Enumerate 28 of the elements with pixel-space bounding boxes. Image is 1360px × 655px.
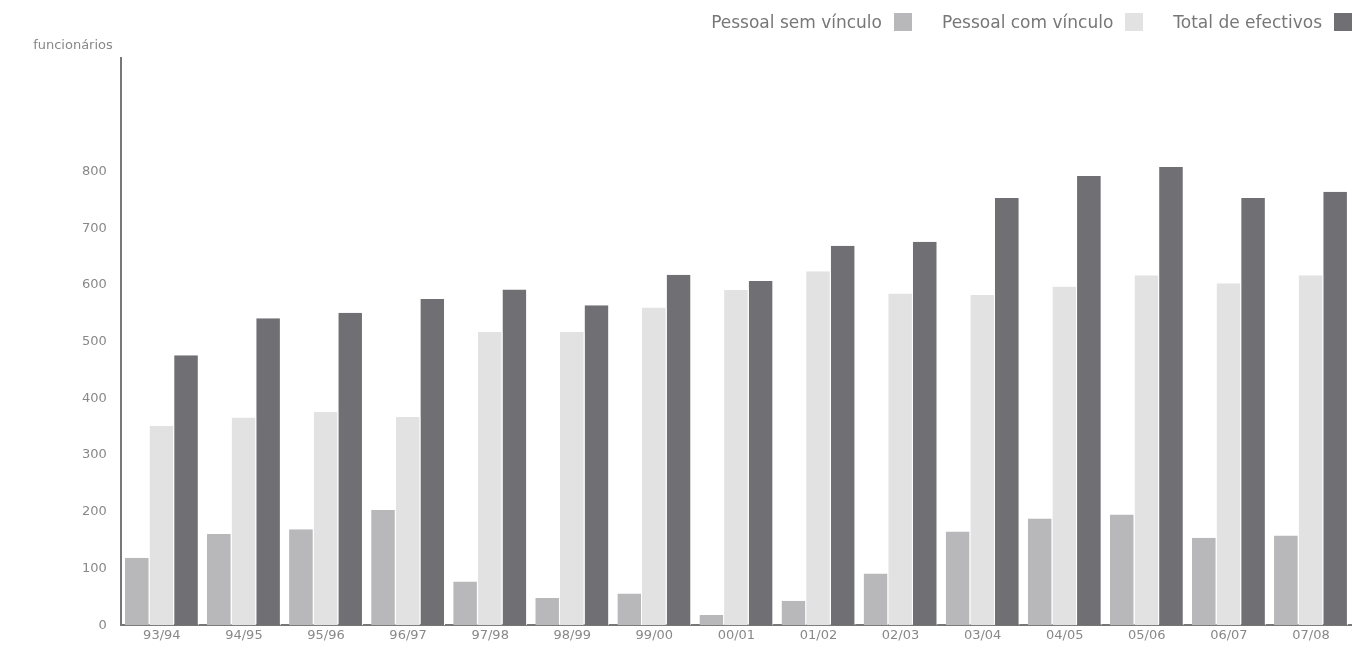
x-tick-label: 99/00 xyxy=(635,627,674,643)
x-tick-label: 05/06 xyxy=(1128,627,1166,643)
x-tick-label: 06/07 xyxy=(1210,627,1248,643)
y-tick-label: 300 xyxy=(81,446,107,462)
y-tick-label: 500 xyxy=(81,332,107,348)
x-tick-label: 04/05 xyxy=(1045,627,1084,643)
x-tick-label: 95/96 xyxy=(307,627,345,643)
x-tick-label: 03/04 xyxy=(963,627,1002,643)
y-axis-title: funcionários xyxy=(33,37,114,53)
x-tick-label: 00/01 xyxy=(717,627,756,643)
x-tick-label: 94/95 xyxy=(225,627,263,643)
y-tick-label: 200 xyxy=(81,503,107,519)
x-tick-label: 97/98 xyxy=(471,627,509,643)
legend-label: Pessoal sem vínculo xyxy=(711,12,882,32)
y-tick-label: 600 xyxy=(81,276,107,292)
y-tick-label: 800 xyxy=(81,162,107,178)
y-tick-label: 400 xyxy=(81,389,107,405)
legend-label: Total de efectivos xyxy=(1173,12,1322,32)
x-tick-label: 01/02 xyxy=(799,627,838,643)
y-tick-label: 0 xyxy=(98,616,107,632)
x-tick-label: 02/03 xyxy=(881,627,920,643)
legend-label: Pessoal com vínculo xyxy=(942,12,1114,32)
x-tick-label: 98/99 xyxy=(553,627,591,643)
x-tick-label: 96/97 xyxy=(389,627,427,643)
y-tick-label: 100 xyxy=(81,559,107,575)
x-tick-label: 07/08 xyxy=(1292,627,1330,643)
y-tick-label: 700 xyxy=(81,219,107,235)
x-tick-label: 93/94 xyxy=(143,627,181,643)
